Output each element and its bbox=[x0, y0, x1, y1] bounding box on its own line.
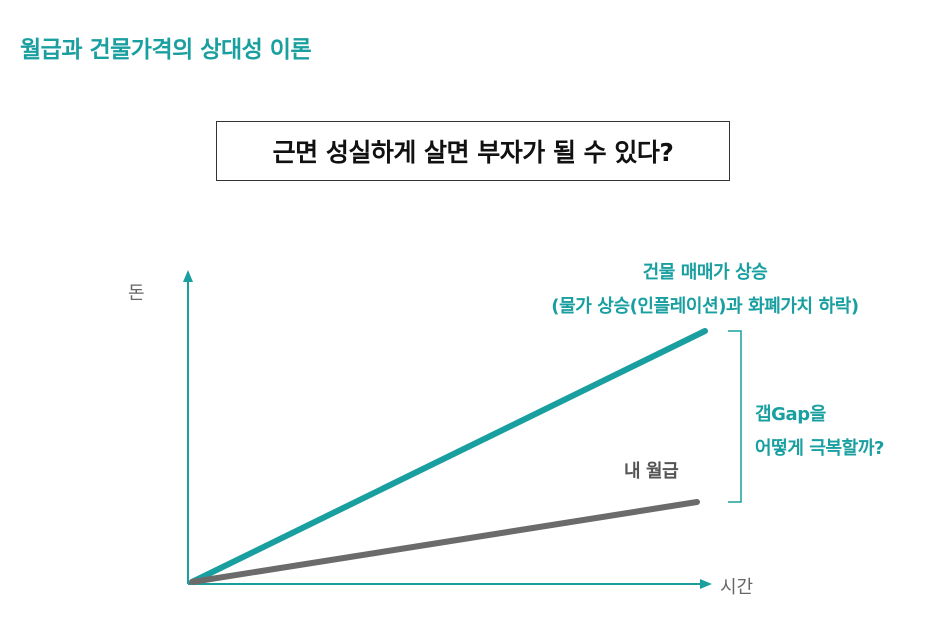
x-axis-label: 시간 bbox=[720, 577, 754, 598]
page-title: 월급과 건물가격의 상대성 이론 bbox=[20, 37, 312, 63]
gap-label-line1: 갭Gap을 bbox=[755, 404, 826, 425]
building-label-line2: (물가 상승(인플레이션)과 화폐가치 하락) bbox=[551, 296, 859, 317]
y-axis-arrow bbox=[183, 270, 193, 282]
salary-line bbox=[189, 499, 700, 585]
gap-label: 갭Gap을 어떻게 극복할까? bbox=[755, 398, 884, 466]
question-box: 근면 성실하게 살면 부자가 될 수 있다? bbox=[216, 121, 730, 181]
x-axis-arrow bbox=[700, 579, 712, 589]
y-axis-label: 돈 bbox=[128, 283, 145, 304]
gap-bracket bbox=[728, 330, 742, 503]
salary-label: 내 월급 bbox=[624, 461, 679, 482]
building-label-line1: 건물 매매가 상승 bbox=[642, 262, 768, 283]
gap-label-line2: 어떻게 극복할까? bbox=[755, 438, 885, 459]
building-price-label: 건물 매매가 상승 (물가 상승(인플레이션)과 화폐가치 하락) bbox=[480, 258, 930, 318]
building-price-line bbox=[189, 328, 708, 585]
question-text: 근면 성실하게 살면 부자가 될 수 있다? bbox=[272, 138, 674, 167]
